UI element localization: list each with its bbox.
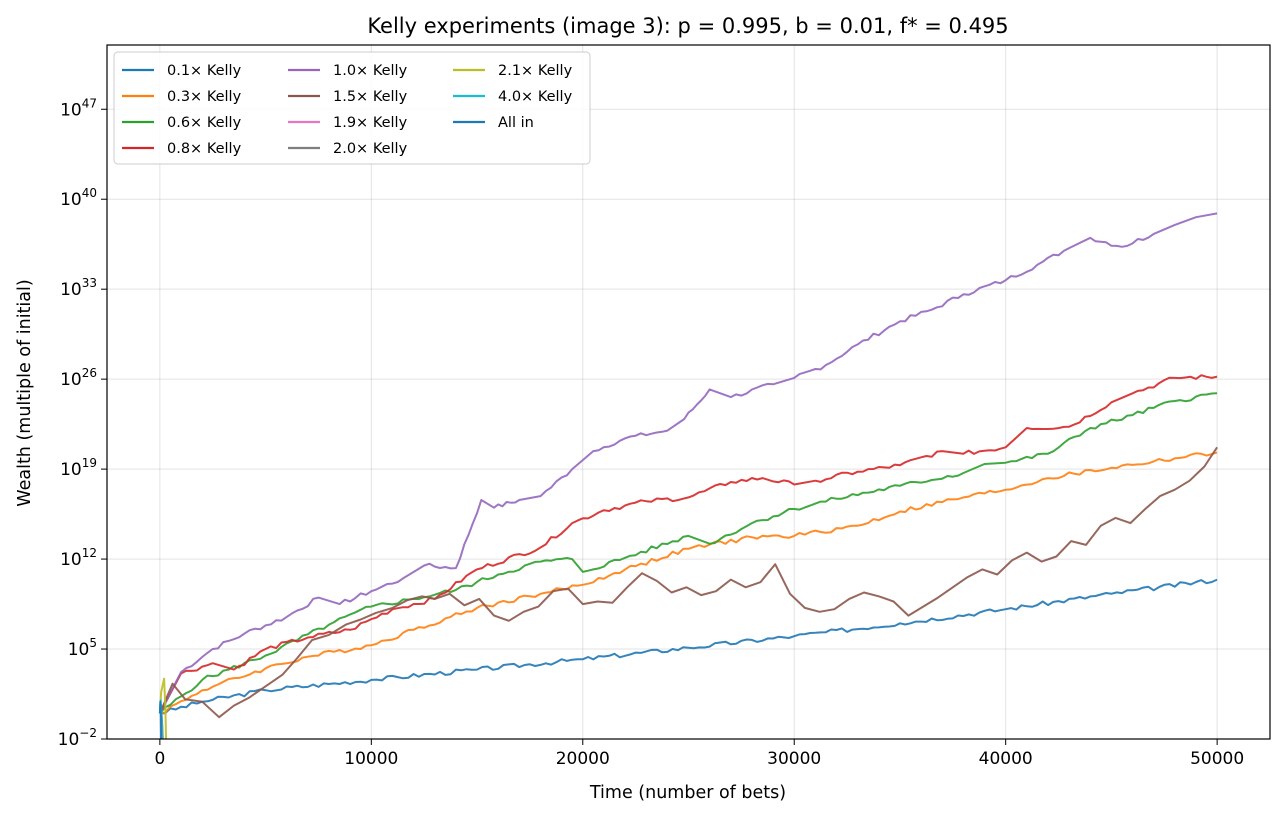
y-axis-label: Wealth (multiple of initial) <box>15 279 35 506</box>
y-tick-label: 1012 <box>60 546 97 570</box>
x-tick-label: 30000 <box>767 749 821 769</box>
y-tick-exponent: 33 <box>82 276 97 290</box>
legend-entry-label: 1.9× Kelly <box>333 115 408 131</box>
series-line-0.6-kelly <box>159 392 1218 714</box>
x-tick-label: 10000 <box>344 749 398 769</box>
y-tick-exponent: 26 <box>82 366 97 380</box>
x-axis-ticks: 0 10000 20000 30000 40000 50000 <box>154 739 1244 769</box>
series-line-2.1-kelly <box>158 677 168 739</box>
legend: 0.1× Kelly 0.3× Kelly 0.6× Kelly 0.8× Kelly… <box>113 51 591 165</box>
x-tick-label: 0 <box>154 749 165 769</box>
y-tick-exponent: 12 <box>82 546 97 560</box>
series-line-0.8-kelly <box>159 374 1218 714</box>
y-tick-label: 105 <box>68 636 97 660</box>
legend-entry-label: 2.0× Kelly <box>333 141 408 157</box>
x-tick-label: 50000 <box>1190 749 1244 769</box>
legend-entry-label: 1.5× Kelly <box>333 89 408 105</box>
y-tick-base: 10 <box>60 190 82 210</box>
y-tick-base: 10 <box>60 280 82 300</box>
series-line-all-in <box>158 700 163 739</box>
y-tick-base: 10 <box>60 460 82 480</box>
y-tick-exponent: 5 <box>89 636 97 650</box>
y-tick-base: 10 <box>60 370 82 390</box>
legend-entry-label: All in <box>498 115 534 131</box>
y-tick-label: 10−2 <box>58 726 97 750</box>
chart-title: Kelly experiments (image 3): p = 0.995, … <box>367 14 1008 38</box>
x-tick-label: 40000 <box>979 749 1033 769</box>
y-tick-base: 10 <box>60 100 82 120</box>
legend-entry-label: 0.1× Kelly <box>167 63 242 79</box>
y-tick-label: 1047 <box>60 96 97 120</box>
y-tick-exponent: −2 <box>79 726 97 740</box>
y-tick-label: 1033 <box>60 276 97 300</box>
series-line-1.0-kelly <box>159 212 1218 714</box>
legend-entry-label: 0.8× Kelly <box>167 141 242 157</box>
series-lines <box>158 212 1218 739</box>
y-tick-exponent: 47 <box>82 96 97 110</box>
legend-box <box>113 51 591 165</box>
x-tick-label: 20000 <box>556 749 610 769</box>
y-tick-exponent: 19 <box>82 456 97 470</box>
y-tick-label: 1026 <box>60 366 97 390</box>
legend-entry-label: 0.3× Kelly <box>167 89 242 105</box>
y-tick-base: 10 <box>58 730 80 750</box>
series-line-1.5-kelly <box>158 446 1218 719</box>
legend-entry-label: 1.0× Kelly <box>333 63 408 79</box>
series-line-0.3-kelly <box>159 451 1218 715</box>
y-tick-base: 10 <box>60 550 82 570</box>
y-tick-base: 10 <box>68 640 90 660</box>
series-line-0.1-kelly <box>159 578 1218 715</box>
y-tick-label: 1040 <box>60 186 97 210</box>
legend-entry-label: 2.1× Kelly <box>498 63 573 79</box>
legend-entry-label: 4.0× Kelly <box>498 89 573 105</box>
y-tick-label: 1019 <box>60 456 97 480</box>
y-tick-exponent: 40 <box>82 186 97 200</box>
x-axis-label: Time (number of bets) <box>589 783 786 803</box>
plot-frame <box>106 44 1271 740</box>
legend-entry-label: 0.6× Kelly <box>167 115 242 131</box>
